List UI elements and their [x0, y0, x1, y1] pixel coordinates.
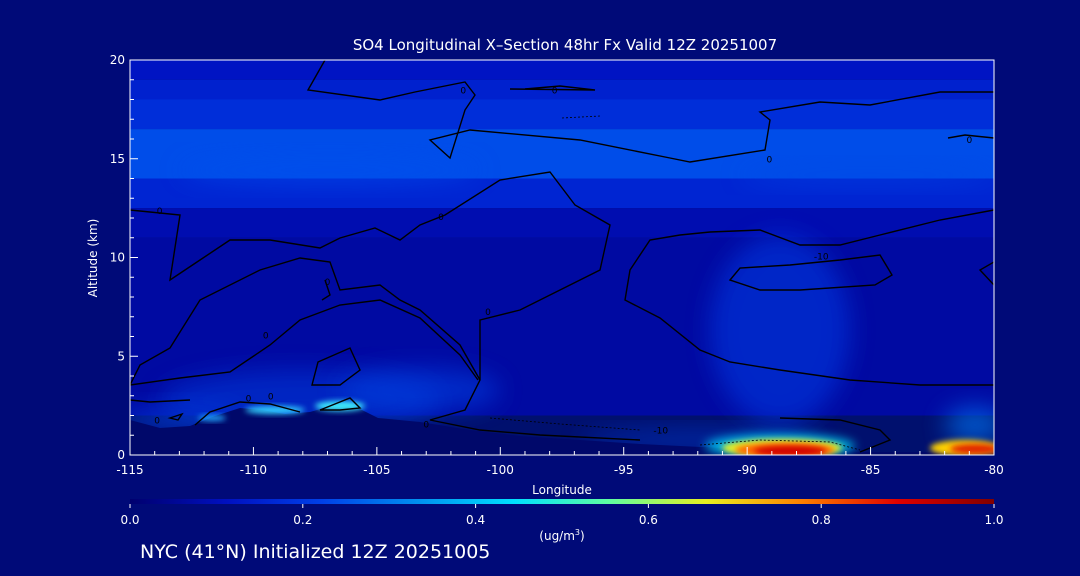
colorbar-ticks: 0.0 0.2 0.4 0.6 0.8 1.0 [120, 504, 1004, 527]
x-tick-label: -85 [861, 463, 881, 477]
x-tick-label: -95 [614, 463, 634, 477]
contour-label: -10 [814, 252, 829, 262]
y-axis: 0 5 10 15 20 [110, 53, 138, 462]
y-tick-label: 15 [110, 152, 125, 166]
footer-text: NYC (41°N) Initialized 12Z 20251005 [140, 541, 491, 563]
contour-label: 0 [485, 308, 491, 318]
x-axis-label: Longitude [532, 483, 592, 497]
contour-label: 0 [157, 207, 163, 217]
field-band [130, 99, 994, 130]
contour-label: 0 [423, 420, 429, 430]
colorbar-tick-label: 0.6 [639, 513, 658, 527]
contour-label: -10 [653, 426, 668, 436]
colorbar-tick-label: 0.8 [812, 513, 831, 527]
colorbar-tick-label: 0.0 [120, 513, 139, 527]
field-band [130, 60, 994, 80]
plot-area: 0 0 0 0 0 0 -10 0 0 0 0 0 0 0 -10 [130, 60, 994, 455]
y-axis-label: Altitude (km) [86, 219, 100, 298]
x-tick-label: -115 [116, 463, 143, 477]
chart-title: SO4 Longitudinal X–Section 48hr Fx Valid… [353, 36, 777, 54]
contour-label: 0 [966, 136, 972, 146]
contour-label: 0 [552, 87, 558, 97]
terrain [130, 404, 994, 455]
hotspots [198, 401, 994, 455]
contour-label: 0 [438, 213, 444, 223]
x-tick-label: -105 [363, 463, 390, 477]
field-band [130, 208, 994, 238]
colorbar-tick-label: 0.4 [466, 513, 485, 527]
y-tick-label: 20 [110, 53, 125, 67]
contour-dotted [489, 115, 861, 451]
colorbar-units-close: ) [580, 529, 585, 543]
colorbar-units: (ug/m3) [539, 528, 584, 543]
contour-lines [130, 60, 994, 453]
x-tick-label: -110 [240, 463, 267, 477]
colorbar-tick-label: 0.2 [293, 513, 312, 527]
y-tick-label: 10 [110, 251, 125, 265]
colorbar-units-superscript: 3 [575, 528, 580, 537]
contour-label: 0 [263, 331, 269, 341]
contour-label: 0 [268, 393, 274, 403]
x-tick-label: -90 [737, 463, 757, 477]
contour-labels: 0 0 0 0 0 0 -10 0 0 0 0 0 0 0 -10 [154, 87, 972, 437]
x-tick-label: -100 [487, 463, 514, 477]
field-bands [130, 60, 994, 416]
x-tick-label: -80 [984, 463, 1004, 477]
contour-label: 0 [246, 395, 252, 405]
y-tick-label: 5 [117, 349, 125, 363]
contour-label: 0 [154, 416, 160, 426]
contour-label: 0 [325, 278, 331, 288]
x-axis: -115 -110 -105 -100 -95 -90 -85 -80 [116, 447, 1004, 477]
contour-label: 0 [766, 156, 772, 166]
colorbar-bar [130, 499, 994, 504]
colorbar: 0.0 0.2 0.4 0.6 0.8 1.0 (ug/m3) [120, 499, 1004, 543]
y-tick-label: 0 [117, 448, 125, 462]
contour-label: 0 [460, 87, 466, 97]
colorbar-tick-label: 1.0 [984, 513, 1003, 527]
